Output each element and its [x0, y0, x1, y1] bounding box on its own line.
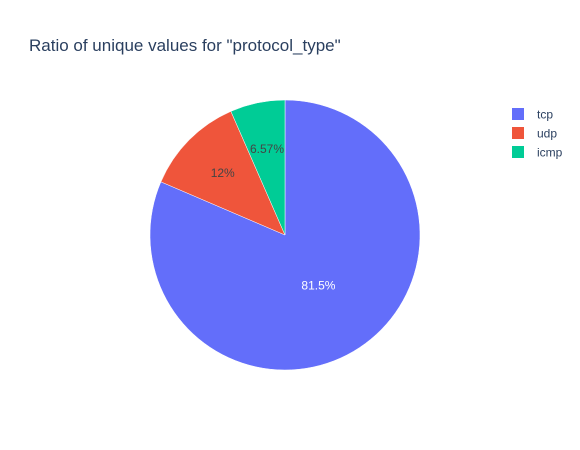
- legend: tcp udp icmp: [512, 108, 563, 160]
- legend-swatch-udp[interactable]: [512, 127, 524, 139]
- legend-label-udp[interactable]: udp: [537, 127, 557, 141]
- legend-label-tcp[interactable]: tcp: [537, 108, 553, 122]
- legend-label-icmp[interactable]: icmp: [537, 146, 563, 160]
- pie-label-tcp: 81.5%: [301, 279, 335, 293]
- legend-swatch-tcp[interactable]: [512, 108, 524, 120]
- pie-label-udp: 12%: [211, 166, 235, 180]
- pie-slice-icmp: [230, 99, 286, 236]
- legend-swatch-icmp[interactable]: [512, 146, 524, 158]
- chart-title: Ratio of unique values for "protocol_typ…: [29, 36, 341, 55]
- pie-labels: 81.5% 12% 6.57%: [211, 142, 336, 293]
- pie-label-icmp: 6.57%: [250, 142, 284, 156]
- pie-slices: [149, 99, 421, 371]
- pie-slice-udp: [160, 110, 286, 236]
